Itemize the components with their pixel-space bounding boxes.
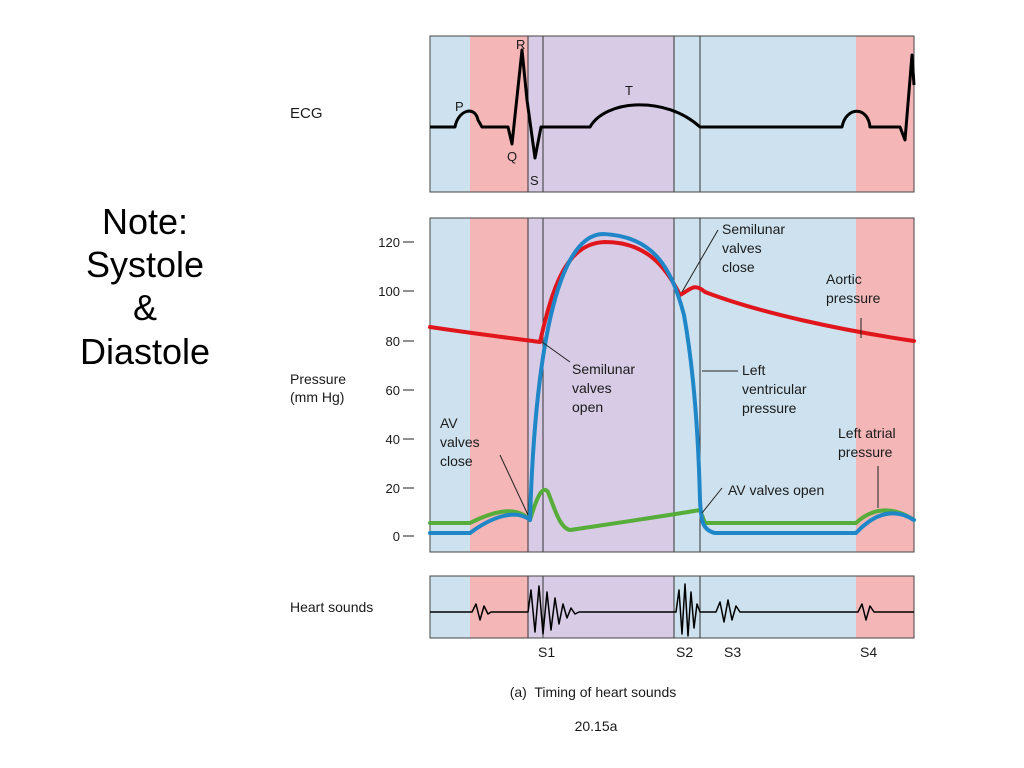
figure-number: 20.15a bbox=[575, 718, 618, 734]
heart-sounds-panel: Heart sounds S1 S2 S3 S4 bbox=[290, 575, 915, 660]
left-ventricular-pressure-curve bbox=[428, 232, 916, 535]
note-line-1: Note: bbox=[101, 201, 189, 242]
av-close-line2: valves bbox=[440, 434, 480, 450]
sounds-band-systole bbox=[528, 576, 674, 638]
left-atrial-line2: pressure bbox=[838, 444, 893, 460]
pressure-y-axis: 120 100 80 60 40 20 0 Pressure (mm Hg) bbox=[290, 235, 414, 544]
ecg-band-atrial-1 bbox=[470, 36, 528, 192]
ecg-band-diastole-2 bbox=[674, 36, 856, 192]
ecg-frame bbox=[429, 35, 915, 193]
heart-sounds-label: Heart sounds bbox=[290, 599, 373, 615]
av-close-line3: close bbox=[440, 453, 473, 469]
s4-label: S4 bbox=[860, 644, 877, 660]
sounds-frame bbox=[429, 575, 915, 639]
aortic-pressure-line1: Aortic bbox=[826, 271, 862, 287]
pressure-label-line2: (mm Hg) bbox=[290, 389, 344, 405]
y-tick-label-20: 20 bbox=[386, 481, 400, 496]
ecg-q-label: Q bbox=[507, 149, 517, 164]
semilunar-close-line2: valves bbox=[722, 240, 762, 256]
y-tick-label-100: 100 bbox=[378, 284, 400, 299]
pressure-frame bbox=[429, 217, 915, 553]
note-line-3: & bbox=[132, 287, 157, 329]
semilunar-close-line3: close bbox=[722, 259, 755, 275]
left-ventricular-line2: ventricular bbox=[742, 381, 807, 397]
sounds-band-atrial-2 bbox=[856, 576, 914, 638]
av-open-label: AV valves open bbox=[728, 482, 824, 498]
note-text: Note: Systole & Diastole bbox=[30, 200, 260, 373]
y-tick-label-120: 120 bbox=[378, 235, 400, 250]
y-tick-label-80: 80 bbox=[386, 334, 400, 349]
semilunar-close-leader bbox=[681, 229, 719, 293]
ecg-r-label: R bbox=[516, 37, 525, 52]
semilunar-close-line1: Semilunar bbox=[722, 221, 785, 237]
sounds-band-diastole-2 bbox=[674, 576, 856, 638]
sounds-band-atrial-1 bbox=[470, 576, 528, 638]
left-ventricular-line1: Left bbox=[742, 362, 765, 378]
semilunar-open-leader bbox=[541, 341, 571, 363]
s1-label: S1 bbox=[538, 644, 555, 660]
note-line-4: Diastole bbox=[79, 330, 211, 372]
semilunar-open-line1: Semilunar bbox=[572, 361, 635, 377]
ecg-p-label: P bbox=[455, 99, 464, 114]
av-open-leader bbox=[701, 487, 723, 514]
ecg-label: ECG bbox=[290, 105, 323, 122]
s3-label: S3 bbox=[724, 644, 741, 660]
aortic-pressure-curve bbox=[428, 240, 916, 344]
pressure-band-systole bbox=[528, 218, 674, 552]
y-tick-label-60: 60 bbox=[386, 383, 400, 398]
pressure-band-diastole-2 bbox=[674, 218, 856, 552]
pressure-band-atrial-2 bbox=[856, 218, 914, 552]
y-tick-label-40: 40 bbox=[386, 432, 400, 447]
sounds-band-diastole-1 bbox=[430, 576, 470, 638]
figure-caption: (a) Timing of heart sounds bbox=[510, 684, 677, 700]
ecg-panel: ECG P Q R S T bbox=[290, 35, 916, 193]
s2-label: S2 bbox=[676, 644, 693, 660]
y-tick-label-0: 0 bbox=[393, 529, 400, 544]
av-close-leader bbox=[499, 454, 529, 516]
semilunar-open-line2: valves bbox=[572, 380, 612, 396]
av-close-line1: AV bbox=[440, 415, 458, 431]
pressure-band-atrial-1 bbox=[470, 218, 528, 552]
semilunar-open-line3: open bbox=[572, 399, 603, 415]
pressure-label-line1: Pressure bbox=[290, 371, 346, 387]
ecg-t-label: T bbox=[625, 83, 633, 98]
pressure-panel: 120 100 80 60 40 20 0 Pressure (mm Hg) S… bbox=[290, 217, 916, 553]
heart-sounds-trace bbox=[430, 583, 914, 637]
left-ventricular-line3: pressure bbox=[742, 400, 797, 416]
ecg-s-label: S bbox=[530, 173, 539, 188]
note-line-2: Systole bbox=[85, 244, 205, 286]
pressure-band-diastole-1 bbox=[430, 218, 470, 552]
aortic-pressure-line2: pressure bbox=[826, 290, 881, 306]
left-atrial-line1: Left atrial bbox=[838, 425, 896, 441]
ecg-trace bbox=[430, 48, 916, 160]
